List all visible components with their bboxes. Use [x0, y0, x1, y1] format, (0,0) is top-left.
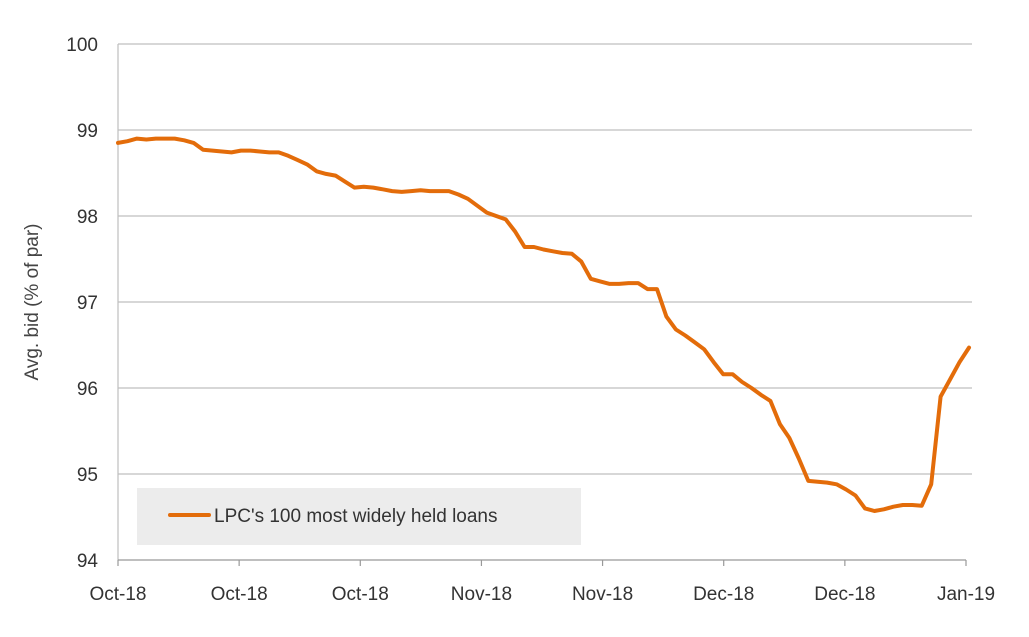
legend-label: LPC's 100 most widely held loans	[214, 506, 498, 527]
y-tick-label: 96	[77, 379, 98, 400]
y-tick-label: 94	[77, 551, 99, 572]
x-tick-label: Oct-18	[332, 584, 389, 605]
x-tick-label: Nov-18	[451, 584, 512, 605]
y-tick-label: 100	[66, 35, 98, 56]
legend: LPC's 100 most widely held loans	[137, 488, 581, 545]
gridlines	[118, 43, 972, 475]
x-tick-label: Dec-18	[814, 584, 875, 605]
x-tick-label: Nov-18	[572, 584, 633, 605]
y-axis: 94 95 96 97 98 99 100	[66, 35, 119, 572]
y-tick-label: 98	[77, 207, 98, 228]
y-tick-label: 99	[77, 121, 98, 142]
y-tick-label: 97	[77, 293, 98, 314]
x-axis: Oct-18 Oct-18 Oct-18 Nov-18 Nov-18 Dec-18 Dec-…	[89, 559, 995, 605]
x-tick-label: Oct-18	[211, 584, 268, 605]
y-tick-label: 95	[77, 465, 98, 486]
series-line	[116, 136, 971, 513]
y-axis-title: Avg. bid (% of par)	[22, 223, 43, 380]
x-tick-label: Oct-18	[89, 584, 146, 605]
x-tick-label: Dec-18	[693, 584, 754, 605]
legend-box	[137, 488, 581, 545]
x-tick-label: Jan-19	[937, 584, 995, 605]
